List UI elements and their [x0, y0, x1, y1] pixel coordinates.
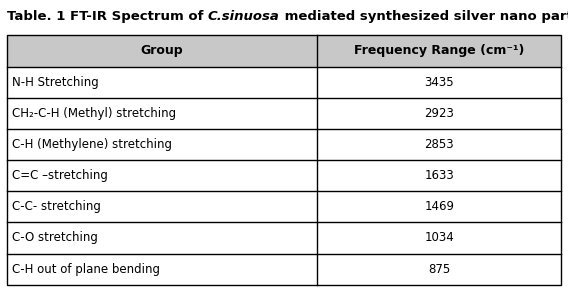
Text: 3435: 3435 — [424, 76, 454, 88]
Text: C.sinuosa: C.sinuosa — [208, 10, 280, 23]
Text: C-O stretching: C-O stretching — [12, 232, 98, 245]
Text: C-C- stretching: C-C- stretching — [12, 200, 101, 213]
Bar — [7, 253, 561, 285]
Text: C-H (Methylene) stretching: C-H (Methylene) stretching — [12, 138, 173, 151]
Text: 2853: 2853 — [424, 138, 454, 151]
Bar — [7, 191, 561, 222]
Bar — [7, 35, 561, 285]
Text: CH₂-C-H (Methyl) stretching: CH₂-C-H (Methyl) stretching — [12, 107, 177, 120]
Bar — [7, 67, 561, 98]
Bar — [7, 98, 561, 129]
Text: 875: 875 — [428, 263, 450, 276]
Text: Group: Group — [141, 45, 183, 58]
Text: 1633: 1633 — [424, 169, 454, 182]
Text: C=C –stretching: C=C –stretching — [12, 169, 108, 182]
Bar — [7, 129, 561, 160]
Text: 2923: 2923 — [424, 107, 454, 120]
Text: N-H Stretching: N-H Stretching — [12, 76, 99, 88]
Text: C-H out of plane bending: C-H out of plane bending — [12, 263, 161, 276]
Text: 1469: 1469 — [424, 200, 454, 213]
Bar — [7, 35, 561, 67]
Text: Table. 1 FT-IR Spectrum of: Table. 1 FT-IR Spectrum of — [7, 10, 208, 23]
Bar — [7, 160, 561, 191]
Text: 1034: 1034 — [424, 232, 454, 245]
Text: mediated synthesized silver nano particles.: mediated synthesized silver nano particl… — [280, 10, 568, 23]
Bar — [7, 222, 561, 253]
Text: Frequency Range (cm⁻¹): Frequency Range (cm⁻¹) — [354, 45, 524, 58]
